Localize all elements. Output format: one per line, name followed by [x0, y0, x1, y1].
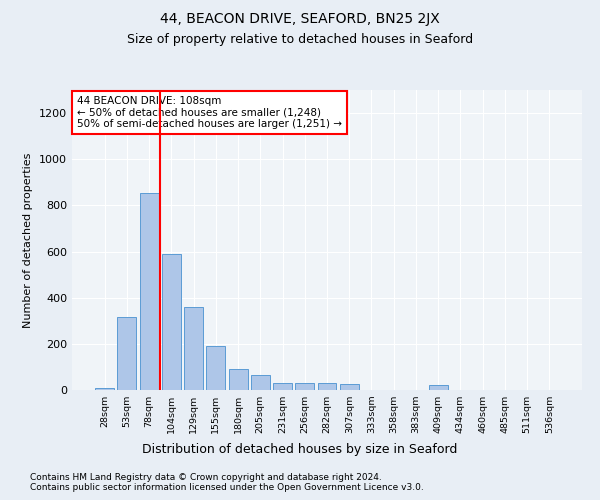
Bar [295, 383, 314, 390]
Text: Contains public sector information licensed under the Open Government Licence v3: Contains public sector information licen… [30, 484, 424, 492]
Bar [273, 383, 292, 390]
Bar [429, 386, 448, 390]
Text: Size of property relative to detached houses in Seaford: Size of property relative to detached ho… [127, 32, 473, 46]
Bar [162, 254, 181, 390]
Text: 44 BEACON DRIVE: 108sqm
← 50% of detached houses are smaller (1,248)
50% of semi: 44 BEACON DRIVE: 108sqm ← 50% of detache… [77, 96, 342, 129]
Bar [340, 384, 359, 390]
Text: 44, BEACON DRIVE, SEAFORD, BN25 2JX: 44, BEACON DRIVE, SEAFORD, BN25 2JX [160, 12, 440, 26]
Bar [95, 388, 114, 390]
Bar [251, 375, 270, 390]
Bar [229, 369, 248, 390]
Bar [184, 307, 203, 390]
Text: Distribution of detached houses by size in Seaford: Distribution of detached houses by size … [142, 442, 458, 456]
Bar [317, 383, 337, 390]
Text: Contains HM Land Registry data © Crown copyright and database right 2024.: Contains HM Land Registry data © Crown c… [30, 472, 382, 482]
Bar [140, 192, 158, 390]
Y-axis label: Number of detached properties: Number of detached properties [23, 152, 34, 328]
Bar [206, 346, 225, 390]
Bar [118, 318, 136, 390]
